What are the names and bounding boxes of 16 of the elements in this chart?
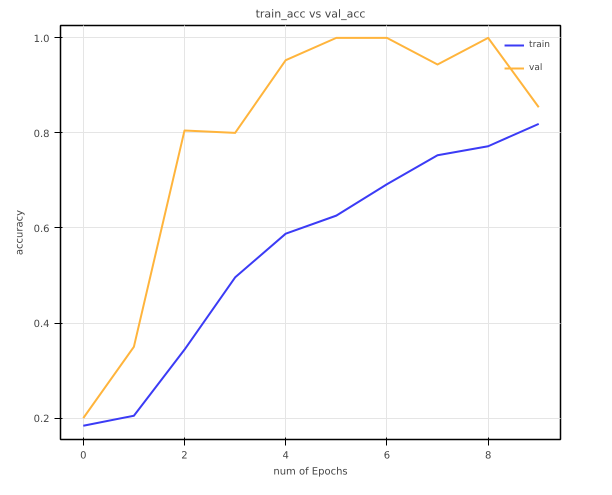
x-tick-label: 8 xyxy=(484,450,492,462)
y-tick-label: 0.6 xyxy=(34,224,50,235)
legend-label: train xyxy=(529,40,550,50)
y-tick-label: 1.0 xyxy=(34,34,50,45)
x-tick-label: 4 xyxy=(282,450,289,462)
line-series xyxy=(82,122,540,427)
y-tick-label: 0.8 xyxy=(34,128,50,140)
x-tick-label: 0 xyxy=(80,450,86,462)
legend-label: val xyxy=(529,63,544,73)
x-tick-label: 2 xyxy=(181,450,188,462)
y-axis-title: accuracy xyxy=(14,210,26,256)
y-tick-label: 0.2 xyxy=(34,414,50,426)
y-tick-label: 0.4 xyxy=(34,319,50,330)
x-tick-label: 6 xyxy=(384,450,390,462)
x-axis-title: num of Epochs xyxy=(273,466,348,478)
chart-title: train_acc vs val_acc xyxy=(256,8,366,20)
